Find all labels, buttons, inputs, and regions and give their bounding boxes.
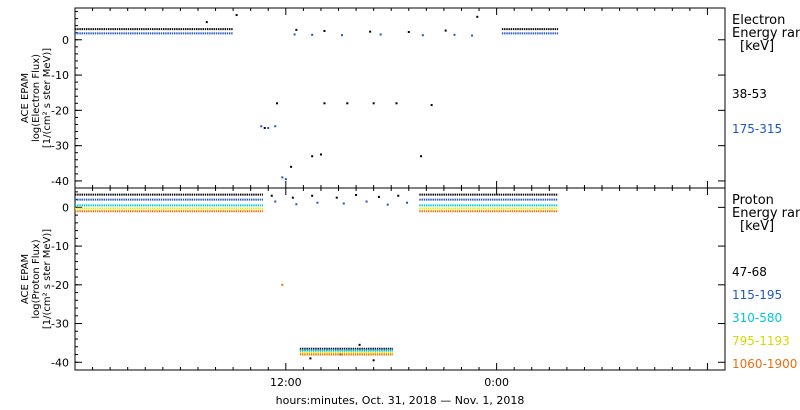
data-point [421, 34, 424, 37]
series-175-315 [75, 32, 559, 181]
legend-entry: 1060-1900 [732, 357, 797, 371]
data-point [420, 155, 423, 158]
data-point [274, 125, 277, 128]
data-point [430, 104, 433, 107]
y-axis-title: ACE EPAMlog(Proton Flux)[1/(cm² s ster M… [20, 229, 53, 329]
x-axis-label: hours:minutes, Oct. 31, 2018 — Nov. 1, 2… [276, 394, 525, 407]
data-point [316, 201, 319, 204]
y-axis-title-line: log(Electron Flux) [31, 54, 42, 142]
y-axis-title: ACE EPAMlog(Electron Flux)[1/(cm² s ster… [20, 48, 53, 148]
data-point [270, 194, 273, 197]
series-310-580 [75, 204, 559, 352]
data-point [323, 29, 326, 32]
data-point [377, 195, 380, 198]
data-point [319, 153, 322, 156]
legend-title-line: [keV] [740, 39, 774, 54]
data-point [274, 200, 277, 203]
x-tick-label: 0:00 [484, 376, 509, 389]
data-point [372, 102, 375, 105]
data-point [295, 203, 298, 206]
data-point [295, 28, 298, 31]
data-point [323, 102, 326, 105]
data-point [276, 102, 279, 105]
y-axis-title-line: [1/(cm² s ster MeV)] [42, 48, 53, 148]
legend-entry: 310-580 [732, 311, 782, 325]
data-point [407, 31, 410, 33]
data-point [369, 30, 372, 33]
data-point [260, 125, 263, 128]
legend-entry: 175-315 [732, 122, 782, 136]
y-tick-label: -40 [51, 356, 69, 369]
data-point [444, 29, 447, 32]
data-point [358, 343, 361, 346]
plot-frame [74, 7, 726, 189]
data-point [453, 33, 456, 36]
y-axis-title-line: log(Proton Flux) [31, 239, 42, 318]
data-point [293, 33, 296, 36]
data-point [267, 127, 270, 129]
legend-entry: 47-68 [732, 265, 767, 279]
legend-title-line: [keV] [740, 219, 774, 234]
y-tick-label: 0 [62, 34, 69, 47]
legend-entry: 795-1193 [732, 334, 790, 348]
data-point [311, 155, 314, 158]
data-point [284, 178, 287, 181]
y-tick-label: -40 [51, 175, 69, 188]
data-point [406, 201, 409, 204]
series-47-68 [75, 185, 559, 362]
data-point [476, 185, 478, 187]
legend-entry: 38-53 [732, 87, 767, 101]
data-point [342, 202, 345, 205]
y-tick-label: -30 [51, 318, 69, 331]
data-point [335, 196, 338, 199]
data-point [290, 165, 293, 168]
series-38-53 [75, 14, 559, 168]
data-point [281, 176, 284, 179]
legend-title-line: Electron [732, 13, 785, 28]
panel-proton: 0 -10 -20 -30 -40 ACE EPAMlog(Proton Flux)[1/… [20, 185, 800, 371]
data-layer [75, 185, 559, 362]
data-layer [75, 14, 559, 181]
series-1060-1900 [75, 210, 559, 356]
data-point [281, 283, 284, 286]
data-point [341, 34, 344, 37]
y-tick-label: -10 [51, 69, 69, 82]
data-point [309, 357, 312, 360]
data-point [372, 359, 375, 362]
data-point [263, 127, 266, 129]
data-point [311, 194, 314, 197]
plot-frame [74, 187, 726, 371]
data-point [235, 14, 238, 17]
data-point [386, 203, 389, 206]
y-tick-label: 0 [62, 201, 69, 214]
y-axis-title-line: ACE EPAM [20, 254, 31, 304]
data-point [397, 194, 400, 197]
data-point [205, 21, 208, 24]
data-point [291, 196, 294, 199]
data-point [311, 33, 314, 36]
data-point [379, 33, 382, 36]
y-tick-label: -30 [51, 140, 69, 153]
series-115-195 [75, 198, 559, 351]
legend-title-line: Energy ran [732, 26, 800, 41]
y-axis-title-line: ACE EPAM [20, 73, 31, 123]
data-point [471, 34, 474, 37]
data-point [365, 200, 368, 203]
y-tick-label: -20 [51, 104, 69, 117]
y-tick-label: -20 [51, 279, 69, 292]
series-795-1193 [75, 207, 559, 354]
y-tick-label: -10 [51, 240, 69, 253]
legend-title-line: Energy ran [732, 206, 800, 221]
y-axis-title-line: [1/(cm² s ster MeV)] [42, 229, 53, 329]
data-point [395, 102, 398, 105]
data-point [355, 193, 358, 196]
legend-entry: 115-195 [732, 288, 782, 302]
data-point [476, 15, 479, 18]
legend-title-line: Proton [732, 193, 774, 208]
data-point [346, 102, 349, 105]
x-tick-label: 12:00 [270, 376, 302, 389]
